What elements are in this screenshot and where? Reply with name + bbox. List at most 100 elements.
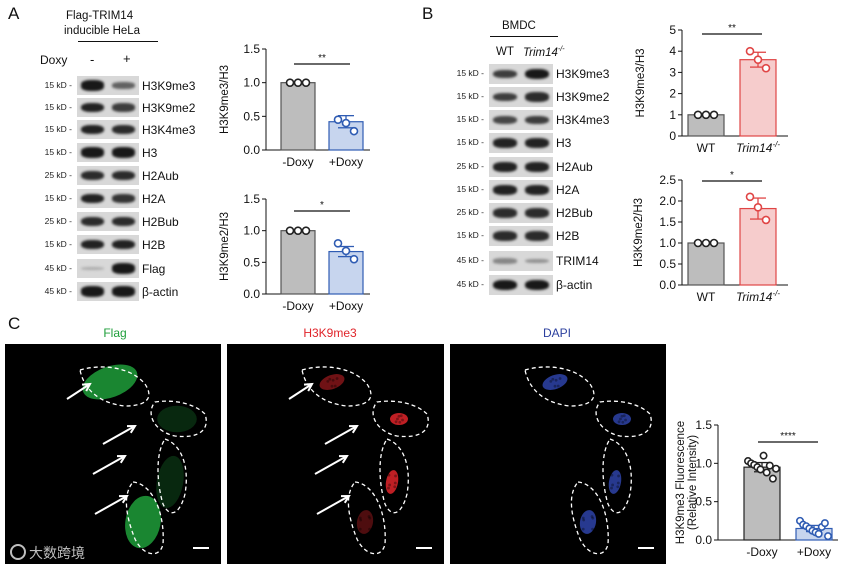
blot-strip (77, 259, 139, 278)
nucleus-texture (591, 516, 595, 520)
blot-band (493, 92, 517, 102)
significance-label: * (320, 200, 324, 211)
blot-band (112, 103, 135, 112)
data-point (765, 461, 774, 470)
blot-strip (77, 143, 139, 162)
channel-label-dapi: DAPI (542, 326, 571, 340)
blot-strip (77, 212, 139, 231)
kd-marker: 45 kD - (44, 286, 72, 296)
blot-band (81, 102, 104, 113)
blot-band (525, 115, 549, 125)
y-tick-label: 1.0 (243, 224, 260, 238)
y-tick-label: 0 (669, 129, 676, 143)
blot-band (112, 147, 135, 158)
data-point (709, 238, 719, 248)
blot-band (493, 161, 517, 173)
y-tick-label: 0.5 (695, 495, 712, 509)
blot-band (81, 266, 104, 271)
nucleus-texture (393, 485, 397, 489)
data-point (701, 110, 711, 120)
data-point (762, 468, 771, 477)
data-point (820, 519, 829, 528)
nucleus-texture (554, 378, 558, 382)
nucleus-texture (394, 474, 397, 478)
blot-band (493, 69, 517, 79)
arrow-head (126, 424, 137, 434)
blot-band (81, 286, 104, 297)
blot-label: H3K4me3 (142, 123, 196, 137)
kd-marker: 15 kD - (44, 124, 72, 134)
kd-marker: 15 kD - (44, 102, 72, 112)
x-tick-label-sup: -/- (772, 140, 780, 149)
arrow-icon (314, 455, 348, 475)
lane-ko-label: Trim14-/- (523, 46, 565, 59)
blot-band (112, 239, 135, 250)
arrow-head (118, 494, 129, 504)
cell-outline (125, 481, 164, 555)
nucleus-texture (387, 486, 390, 490)
nucleus-texture (330, 384, 334, 388)
y-axis-label: H3K9me3/H3 (219, 65, 231, 134)
nucleus-texture (358, 516, 362, 520)
arrow-head (340, 494, 351, 504)
blot-strip (489, 275, 553, 295)
blot-band (493, 184, 517, 196)
blot-strip (77, 282, 139, 301)
kd-marker: 15 kD - (456, 184, 484, 194)
y-axis-label: H3K9me2/H3 (633, 198, 645, 267)
y-axis-label: H3K9me3/H3 (635, 48, 647, 117)
blot-band (525, 161, 549, 173)
blot-band (493, 258, 517, 264)
data-point (756, 465, 765, 474)
nucleus-texture (387, 473, 391, 477)
data-point (701, 238, 711, 248)
blot-band (81, 170, 104, 181)
chart-b-bottom: 0.0 0.5 1.0 1.5 2.0 2.5 H3K9me2/H3 WT Trim14-/- * (633, 170, 788, 304)
blot-band (525, 137, 549, 149)
kd-marker: 15 kD - (456, 230, 484, 240)
blot-label: Flag (142, 262, 166, 276)
blot-band (112, 286, 135, 297)
x-tick-label: +Doxy (797, 545, 831, 559)
nucleus-texture (358, 527, 362, 531)
blot-label: H2Aub (556, 160, 593, 174)
blot-label: H3 (142, 146, 158, 160)
cell-signal (579, 510, 597, 534)
channel-label-h3k9me3: H3K9me3 (303, 326, 357, 340)
data-point (761, 215, 771, 225)
cell-outline (347, 481, 386, 555)
blot-label: H3K9me3 (142, 79, 196, 93)
bar (280, 82, 316, 151)
blot-label: β-actin (556, 278, 593, 292)
chart-b-top: 0 1 2 3 4 5 H3K9me3/H3 WT Trim14-/- ** (635, 23, 788, 155)
blot-label: H2B (556, 229, 580, 243)
bar (328, 121, 364, 151)
panel-a-header-rule (78, 41, 158, 42)
blot-band (525, 231, 549, 241)
cell-outline (379, 438, 409, 514)
data-point (285, 78, 295, 87)
cell-outline (524, 366, 595, 407)
blot-strip (77, 76, 139, 95)
arrow-head (338, 454, 349, 464)
blot-label: H3 (556, 136, 572, 150)
x-tick-label: +Doxy (329, 299, 363, 313)
y-tick-label: 0.0 (659, 278, 676, 292)
blot-band (493, 279, 517, 291)
arrow-icon (316, 495, 350, 515)
data-point (333, 115, 343, 124)
data-point (768, 474, 777, 483)
y-tick-label: 2 (669, 87, 676, 101)
y-tick-label: 1.0 (243, 76, 260, 90)
data-point (341, 246, 351, 256)
arrow-icon (102, 425, 136, 445)
nucleus-texture (398, 420, 402, 424)
blot-band (112, 216, 135, 227)
chart-a-top: 0.0 0.5 1.0 1.5 H3K9me3/H3 -Doxy +Doxy ** (219, 42, 370, 169)
y-axis-label: H3K9me2/H3 (219, 212, 231, 281)
blot-band (81, 147, 104, 158)
y-tick-label: 1.5 (243, 42, 260, 56)
nucleus-texture (388, 483, 392, 487)
doxy-label: Doxy (40, 53, 68, 67)
kd-marker: 15 kD - (44, 239, 72, 249)
